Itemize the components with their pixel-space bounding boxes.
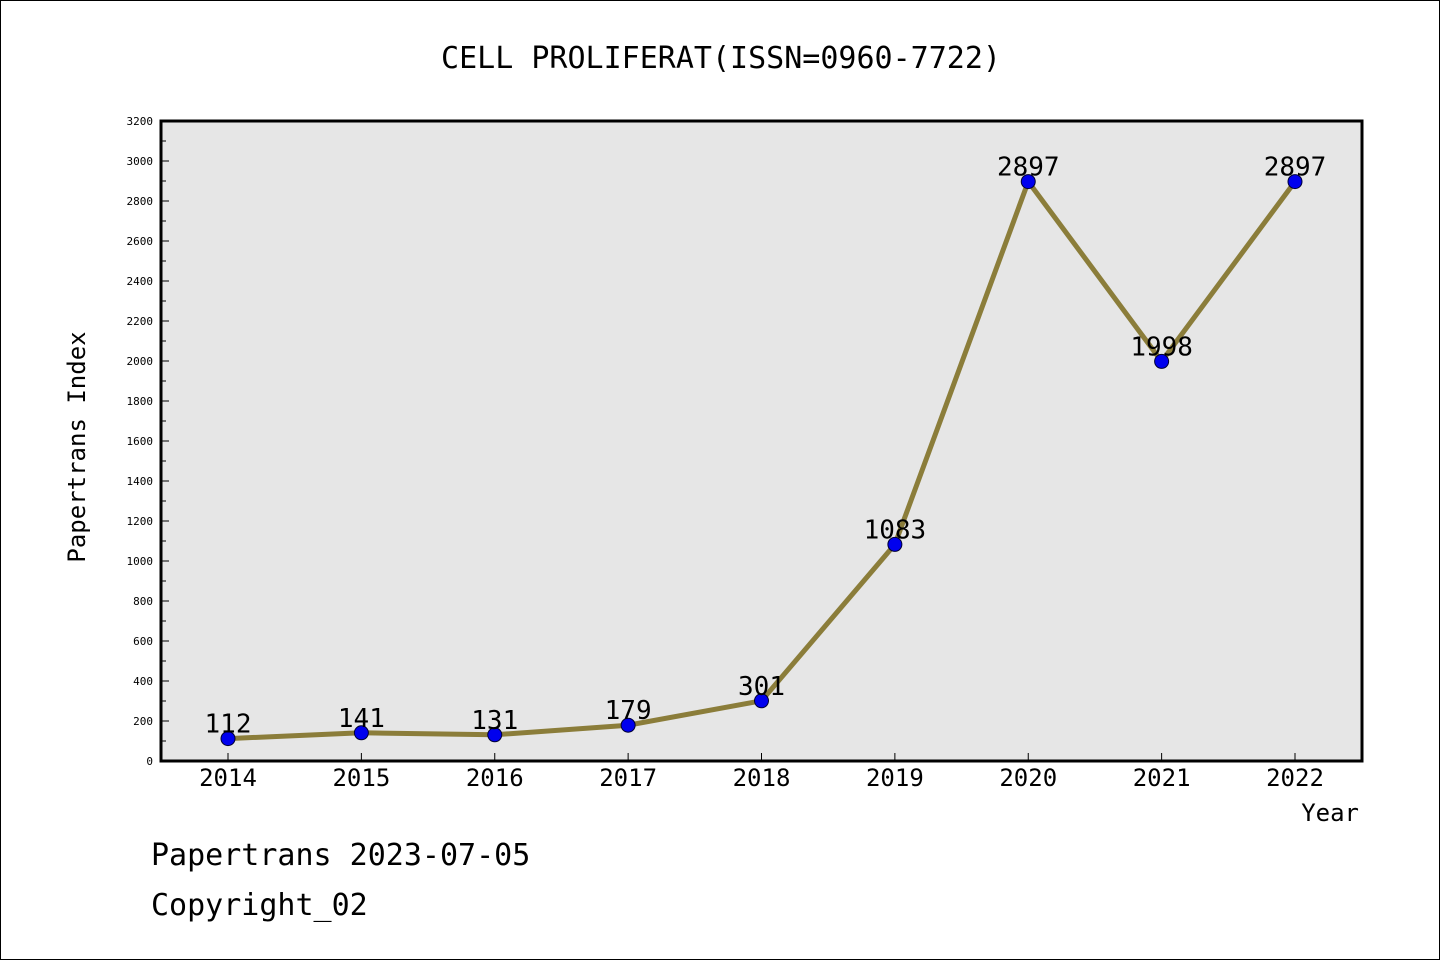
y-tick-label: 3000 <box>127 155 154 168</box>
y-tick-label: 1400 <box>127 475 154 488</box>
y-tick-label: 400 <box>133 675 153 688</box>
chart-title: CELL PROLIFERAT(ISSN=0960-7722) <box>441 41 1001 76</box>
x-tick-label: 2022 <box>1266 764 1324 792</box>
data-markers <box>220 174 1303 747</box>
y-tick-label: 2200 <box>127 315 154 328</box>
y-tick-label: 800 <box>133 595 153 608</box>
y-axis-label: Papertrans Index <box>63 331 91 562</box>
x-tick-label: 2014 <box>199 764 257 792</box>
y-tick-label: 1600 <box>127 435 154 448</box>
data-label: 131 <box>471 706 518 736</box>
data-label: 1083 <box>864 515 927 545</box>
data-point <box>1154 353 1170 369</box>
data-label: 301 <box>738 672 785 702</box>
data-point <box>754 693 769 709</box>
data-point <box>487 727 503 743</box>
data-point <box>1020 174 1036 190</box>
y-tick-label: 3200 <box>127 115 154 128</box>
data-label: 1998 <box>1130 332 1193 362</box>
data-point <box>887 536 903 552</box>
y-tick-label: 2400 <box>127 275 154 288</box>
data-label: 2897 <box>1264 153 1327 183</box>
y-tick-label: 2000 <box>127 355 154 368</box>
data-point <box>220 731 236 747</box>
y-tick-label: 600 <box>133 635 153 648</box>
data-label: 112 <box>205 710 252 740</box>
y-tick-label: 1000 <box>127 555 154 568</box>
x-axis-label: Year <box>1301 799 1359 827</box>
data-label: 141 <box>338 704 385 734</box>
data-label: 179 <box>605 696 652 726</box>
x-tick-label: 2018 <box>733 764 791 792</box>
y-tick-label: 2600 <box>127 235 154 248</box>
y-tick-label: 200 <box>133 715 153 728</box>
x-tick-label: 2017 <box>599 764 657 792</box>
x-tick-label: 2021 <box>1133 764 1191 792</box>
y-tick-label: 2800 <box>127 195 154 208</box>
footer-copyright-line: Copyright_02 <box>151 888 368 923</box>
data-point <box>353 725 369 741</box>
footer-date-line: Papertrans 2023-07-05 <box>151 838 530 873</box>
x-tick-label: 2016 <box>466 764 524 792</box>
x-axis: 2014 2015 2016 2017 2018 2019 2020 2021 2022 <box>199 753 1324 792</box>
data-point <box>1287 174 1303 190</box>
x-tick-label: 2019 <box>866 764 924 792</box>
data-label: 2897 <box>997 153 1060 183</box>
y-tick-label: 1800 <box>127 395 154 408</box>
plot-area <box>159 119 1364 763</box>
x-tick-label: 2015 <box>332 764 390 792</box>
data-labels: 112 141 131 179 301 1083 2897 1998 2897 <box>205 153 1327 740</box>
y-tick-label: 0 <box>146 755 153 768</box>
y-axis: 0 200 400 600 800 1000 1200 1400 1600 1800 2000 220… <box>127 115 169 768</box>
x-tick-label: 2020 <box>999 764 1057 792</box>
y-tick-label: 1200 <box>127 515 154 528</box>
data-point <box>620 717 636 733</box>
